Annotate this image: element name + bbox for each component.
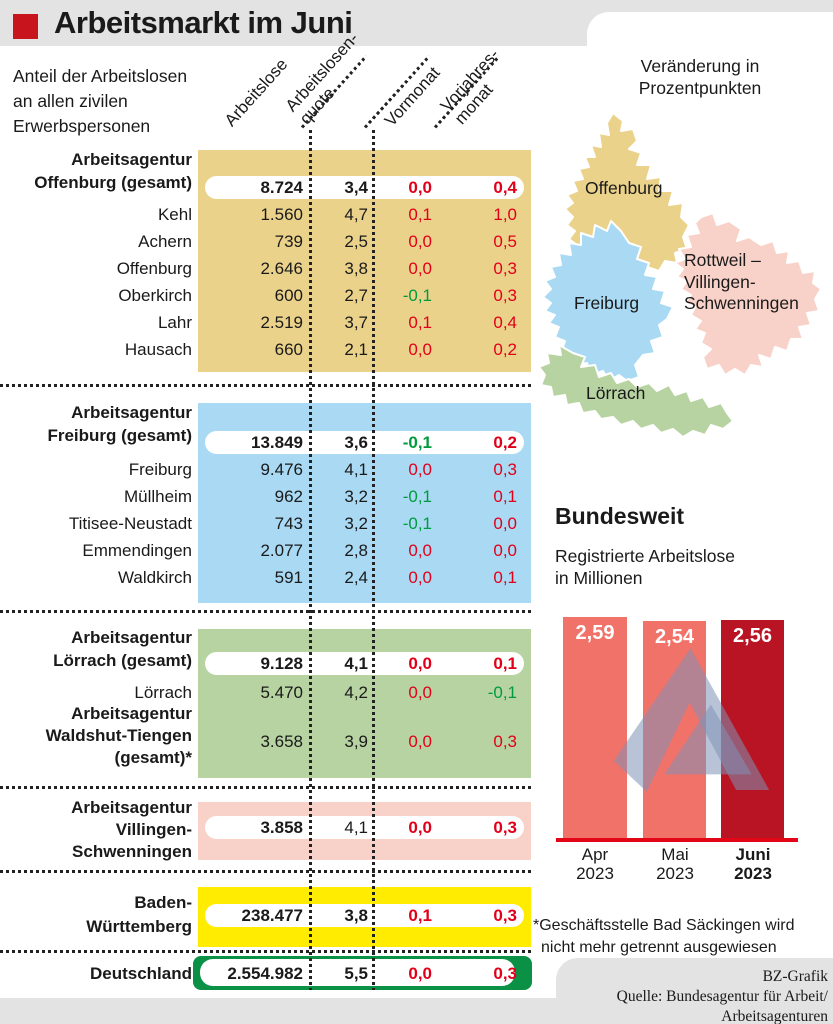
dotted-separator <box>0 786 534 789</box>
page-title: Arbeitsmarkt im Juni <box>54 5 353 40</box>
table-row-loerrach: Lörrach 5.470 4,2 0,0 -0,1 <box>134 683 517 702</box>
highlight-pill <box>200 959 515 986</box>
intro-label: Anteil der Arbeitslosen an allen zivilen… <box>13 66 188 136</box>
table-row-titisee-neustadt: Titisee-Neustadt 743 3,2 -0,1 0,0 <box>68 514 517 533</box>
title-bullet-icon <box>13 14 38 39</box>
table-row-waldshut: 3.658 3,9 0,0 0,3 <box>260 732 517 751</box>
dotted-separator <box>0 610 534 613</box>
dotted-column-line <box>372 130 375 990</box>
map-label-freiburg: Freiburg <box>574 293 640 313</box>
bar-apr: 2,59 <box>563 617 627 838</box>
dotted-column-line <box>309 130 312 990</box>
highlight-pill <box>205 176 524 199</box>
map-region-loerrach <box>538 344 734 438</box>
content-panel-topright <box>587 12 833 52</box>
table-row-freiburg-total: 13.849 3,6 -0,1 0,2 <box>251 433 517 452</box>
table-row-offenburg: Offenburg 2.646 3,8 0,0 0,3 <box>116 259 517 278</box>
bar-value-label: 2,59 <box>575 622 615 644</box>
dotted-separator <box>0 950 534 953</box>
arbeitsagentur-logo-icon <box>613 648 770 792</box>
label-agentur-offenburg: Arbeitsagentur Offenburg (gesamt) <box>34 150 192 192</box>
highlight-pill <box>205 431 524 454</box>
axis-label-juni: Juni 2023 <box>734 845 772 883</box>
table-row-baden-wuerttemberg: 238.477 3,8 0,1 0,3 <box>241 906 517 925</box>
map-region-rottweil <box>674 212 822 376</box>
bundesweit-subtitle: Registrierte Arbeitslose in Millionen <box>555 546 735 588</box>
highlight-pill <box>205 904 524 927</box>
bundesweit-heading: Bundesweit <box>555 503 685 529</box>
source-credit: BZ-Grafik Quelle: Bundesagentur für Arbe… <box>556 958 833 1024</box>
label-agentur-loerrach: Arbeitsagentur Lörrach (gesamt) <box>53 628 192 670</box>
label-agentur-waldshut: Arbeitsagentur Waldshut-Tiengen (gesamt)… <box>45 704 192 767</box>
table-row-hausach: Hausach 660 2,1 0,0 0,2 <box>124 340 517 359</box>
table-row-freiburg: Freiburg 9.476 4,1 0,0 0,3 <box>128 460 517 479</box>
table-row-deutschland: Deutschland 2.554.982 5,5 0,0 0,3 <box>89 964 517 983</box>
table-row-villingen: 3.858 4,1 0,0 0,3 <box>260 818 517 837</box>
table-row-loerrach-total: 9.128 4,1 0,0 0,1 <box>260 654 517 673</box>
label-agentur-freiburg: Arbeitsagentur Freiburg (gesamt) <box>47 403 192 445</box>
bar-value-label: 2,54 <box>655 626 694 648</box>
label-agentur-villingen: Arbeitsagentur Villingen- Schwenningen <box>71 798 192 861</box>
footnote: *Geschäftsstelle Bad Säckingen wird nich… <box>533 917 795 956</box>
chart-baseline <box>556 838 798 842</box>
table-row-oberkirch: Oberkirch 600 2,7 -0,1 0,3 <box>118 286 517 305</box>
highlight-pill <box>205 652 524 675</box>
table-row-muellheim: Müllheim 962 3,2 -0,1 0,1 <box>123 487 517 506</box>
table-row-emmendingen: Emmendingen 2.077 2,8 0,0 0,0 <box>82 541 517 560</box>
table-row-waldkirch: Waldkirch 591 2,4 0,0 0,1 <box>118 568 517 587</box>
map-label-offenburg: Offenburg <box>585 178 663 198</box>
dotted-separator <box>0 870 534 873</box>
table-row-achern: Achern 739 2,5 0,0 0,5 <box>138 232 517 251</box>
axis-label-apr: Apr 2023 <box>576 845 614 883</box>
table-row-offenburg-total: 8.724 3,4 0,0 0,4 <box>260 178 517 197</box>
region-map <box>538 112 822 438</box>
map-label-rottweil: Rottweil – Villingen- Schwenningen <box>684 250 799 313</box>
table-row-kehl: Kehl 1.560 4,7 0,1 1,0 <box>157 205 517 224</box>
bar-value-label: 2,56 <box>733 625 772 647</box>
dotted-separator <box>0 384 534 387</box>
axis-label-mai: Mai 2023 <box>656 845 694 883</box>
highlight-pill <box>205 816 524 839</box>
table-row-lahr: Lahr 2.519 3,7 0,1 0,4 <box>157 313 517 332</box>
map-label-loerrach: Lörrach <box>586 383 646 403</box>
label-baden-wuerttemberg: Baden- Württemberg <box>86 893 192 936</box>
map-caption: Veränderung in Prozentpunkten <box>638 56 762 98</box>
